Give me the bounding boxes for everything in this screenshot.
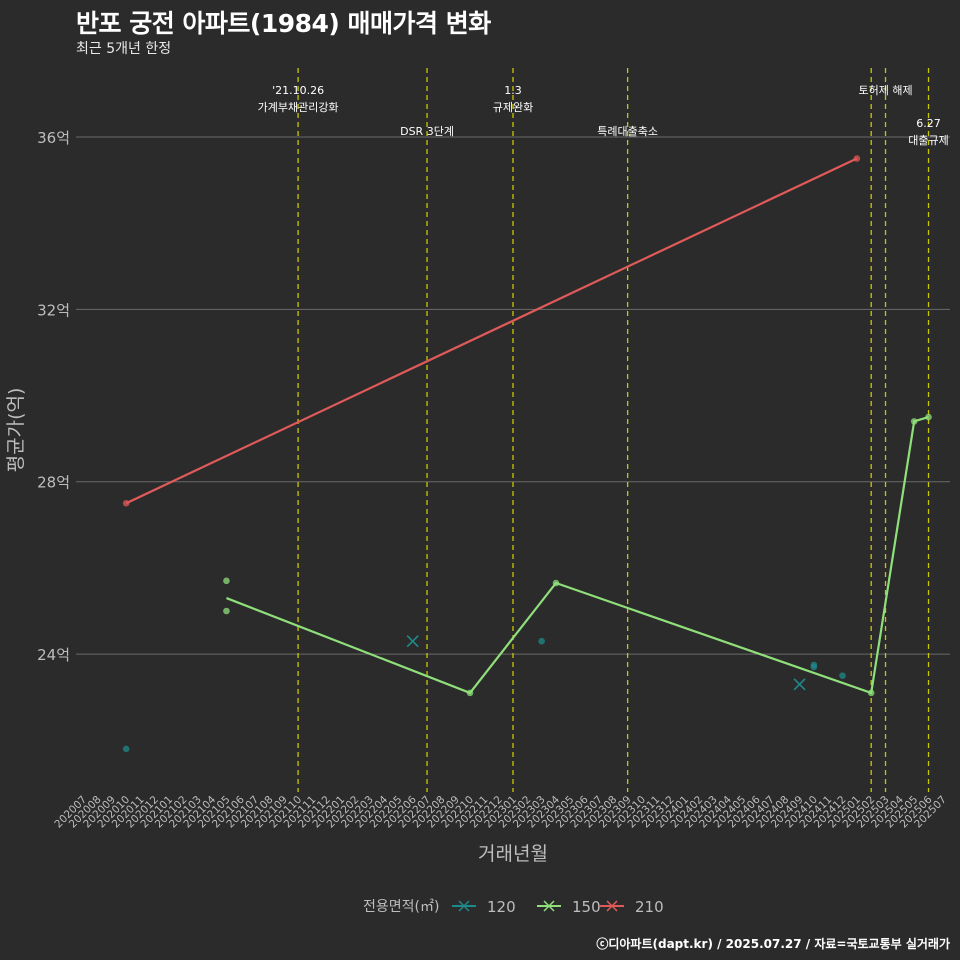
event-annotation: 규제완화 [493,101,533,114]
data-point-150 [223,607,230,615]
chart-title: 반포 궁전 아파트(1984) 매매가격 변화 [76,9,491,38]
y-tick-label: 24억 [37,646,70,664]
legend-item-210: 210 [600,898,664,916]
x-axis-title: 거래년월 [478,843,548,865]
legend-item-120: 120 [452,898,516,916]
data-point-120 [839,672,846,679]
data-point-120 [538,637,545,645]
data-point-150 [910,418,918,425]
event-annotation: 6.27 [916,117,941,130]
legend-swatch-cross [543,900,555,912]
legend-swatch-cross [458,900,470,912]
legend-title: 전용면적(㎡) [363,899,439,915]
data-point-150 [552,579,560,587]
event-annotation: 특례대출축소 [597,125,658,138]
event-annotation: 1.3 [504,84,522,97]
event-annotation: 대출규제 [908,134,948,147]
cross-stroke [406,635,419,648]
data-point-150 [223,577,230,585]
legend: 전용면적(㎡) 120 150 210 [363,898,664,916]
data-point-210 [853,155,861,162]
cross-stroke [793,678,806,691]
event-annotation: 토허제 해제 [858,83,912,97]
data-point-150 [466,689,474,697]
y-tick-label: 32억 [37,301,70,319]
event-annotation: DSR 3단계 [400,125,454,138]
legend-label: 150 [572,898,601,916]
data-cross-120 [406,635,419,648]
source-caption: ⓒ디아파트(dapt.kr) / 2025.07.27 / 자료=국토교통부 실… [596,937,950,951]
data-point-120 [122,745,130,753]
legend-label: 120 [487,898,516,916]
event-annotation: 가계부채관리강화 [258,101,339,114]
legend-item-150: 150 [537,898,601,916]
y-axis-title: 평균가(억) [5,388,27,473]
data-point-120 [810,661,818,669]
y-tick-label: 28억 [37,474,70,492]
y-tick-label: 36억 [37,129,70,147]
event-annotation: '21.10.26 [272,84,324,97]
data-point-150 [925,413,932,421]
data-point-210 [122,499,130,507]
series-line-150 [226,416,929,695]
data-point-150 [867,689,875,697]
chart-subtitle: 최근 5개년 한정 [76,41,172,57]
legend-swatch-cross [606,900,618,912]
data-cross-120 [793,678,806,691]
legend-label: 210 [635,898,664,916]
series-line-210 [125,157,858,505]
